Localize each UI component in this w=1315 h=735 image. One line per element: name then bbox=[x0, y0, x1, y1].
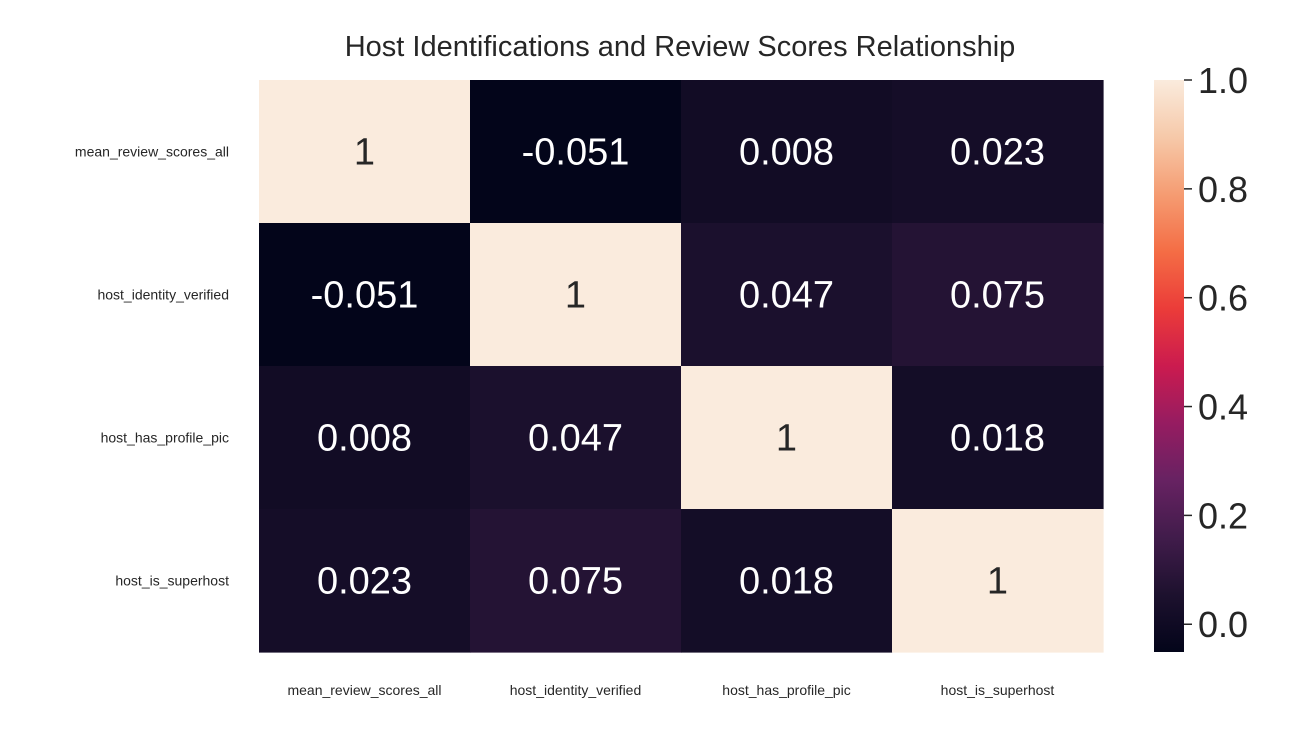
colorbar: 0.0 0.2 0.4 0.6 0.8 1.0 bbox=[1154, 60, 1248, 652]
y-tick-label: mean_review_scores_all bbox=[75, 144, 229, 160]
y-tick-label: host_identity_verified bbox=[97, 287, 229, 303]
colorbar-tick-label: 0.6 bbox=[1198, 278, 1248, 319]
cell-annotation: 0.008 bbox=[739, 132, 834, 174]
heatmap-cell bbox=[681, 223, 893, 367]
cell-annotation: -0.051 bbox=[311, 275, 419, 317]
x-tick-label: mean_review_scores_all bbox=[287, 682, 441, 698]
heatmap-cells: 1 -0.051 0.008 0.023 -0.051 1 0.047 0.075 0.008 0… bbox=[259, 80, 1104, 653]
heatmap-cell bbox=[681, 366, 893, 510]
colorbar-tick-label: 0.4 bbox=[1198, 387, 1248, 428]
colorbar-tick-label: 0.8 bbox=[1198, 169, 1248, 210]
y-tick-label: host_has_profile_pic bbox=[101, 430, 229, 446]
heatmap-cell bbox=[259, 80, 471, 224]
heatmap-cell bbox=[470, 223, 682, 367]
cell-annotation: -0.051 bbox=[522, 132, 630, 174]
cell-annotation: 1 bbox=[987, 561, 1008, 603]
heatmap-cell bbox=[892, 366, 1104, 510]
heatmap-cell bbox=[470, 80, 682, 224]
colorbar-tick-label: 0.2 bbox=[1198, 495, 1248, 536]
colorbar-tick-label: 1.0 bbox=[1198, 60, 1248, 101]
heatmap-cell bbox=[259, 223, 471, 367]
heatmap-cell bbox=[892, 509, 1104, 653]
cell-annotation: 0.047 bbox=[739, 275, 834, 317]
x-tick-label: host_has_profile_pic bbox=[722, 682, 850, 698]
colorbar-gradient bbox=[1154, 80, 1184, 652]
cell-annotation: 0.023 bbox=[317, 561, 412, 603]
heatmap-cell bbox=[259, 366, 471, 510]
cell-annotation: 0.018 bbox=[739, 561, 834, 603]
cell-annotation: 1 bbox=[565, 275, 586, 317]
heatmap-cell bbox=[681, 80, 893, 224]
cell-annotation: 1 bbox=[776, 418, 797, 460]
x-axis-labels: mean_review_scores_all host_identity_veri… bbox=[287, 682, 1054, 698]
heatmap-cell bbox=[259, 509, 471, 653]
colorbar-tick-label: 0.0 bbox=[1198, 604, 1248, 645]
heatmap-cell bbox=[681, 509, 893, 653]
heatmap-cell bbox=[892, 223, 1104, 367]
y-tick-label: host_is_superhost bbox=[115, 573, 229, 589]
heatmap-cell bbox=[470, 366, 682, 510]
chart-title: Host Identifications and Review Scores R… bbox=[345, 31, 1016, 63]
cell-annotation: 0.018 bbox=[950, 418, 1045, 460]
x-tick-label: host_is_superhost bbox=[941, 682, 1055, 698]
cell-annotation: 1 bbox=[354, 132, 375, 174]
cell-annotation: 0.047 bbox=[528, 418, 623, 460]
heatmap-cell bbox=[892, 80, 1104, 224]
x-tick-label: host_identity_verified bbox=[510, 682, 642, 698]
cell-annotation: 0.075 bbox=[950, 275, 1045, 317]
cell-annotation: 0.008 bbox=[317, 418, 412, 460]
cell-annotation: 0.023 bbox=[950, 132, 1045, 174]
heatmap-cell bbox=[470, 509, 682, 653]
cell-annotation: 0.075 bbox=[528, 561, 623, 603]
y-axis-labels: mean_review_scores_all host_identity_veri… bbox=[75, 144, 229, 589]
